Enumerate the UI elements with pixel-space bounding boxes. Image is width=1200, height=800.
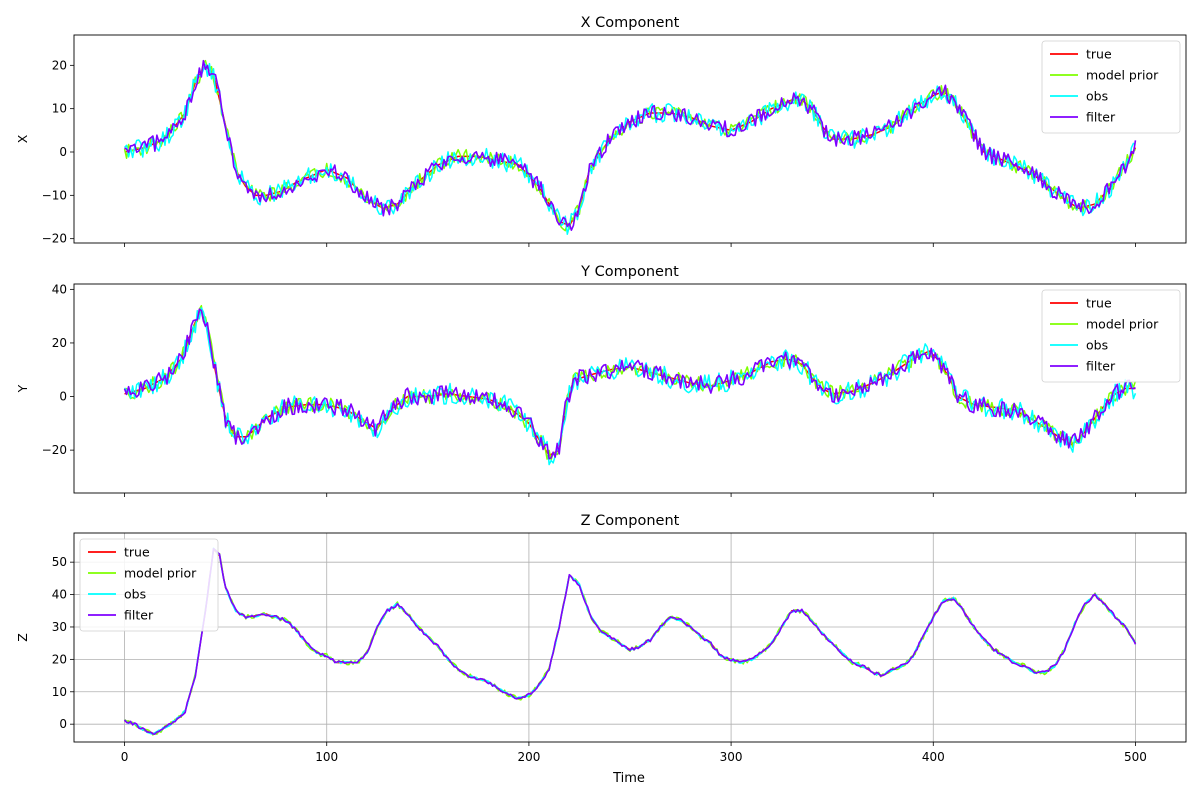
legend-label: obs [124, 587, 146, 602]
series-line-model-prior [124, 304, 1137, 461]
series-line-model-prior [124, 548, 1137, 736]
series-line-true [124, 548, 1137, 735]
legend-frame [1041, 40, 1181, 134]
subplot-title: Z Component [581, 513, 680, 529]
y-tick-label: −10 [42, 188, 67, 202]
series-line-filter [123, 547, 1137, 735]
legend-label: model prior [1086, 317, 1159, 332]
series-line-obs [123, 62, 1136, 235]
subplot-title: X Component [581, 15, 680, 31]
legend-label: true [1086, 47, 1112, 62]
y-tick-label: 30 [52, 620, 67, 634]
legend-label: filter [1086, 110, 1116, 125]
axes-frame [73, 532, 1187, 743]
y-tick-label: 20 [52, 652, 67, 666]
y-tick-label: 50 [52, 555, 67, 569]
series-line-filter [124, 59, 1137, 232]
series-line-obs [123, 307, 1137, 466]
y-tick-label: 0 [59, 390, 67, 404]
legend-label: true [1086, 296, 1112, 311]
subplot-title: Y Component [580, 264, 679, 280]
legend-frame [79, 538, 219, 632]
x-tick-label: 100 [315, 750, 338, 764]
y-tick-label: 10 [52, 102, 67, 116]
y-tick-label: −20 [42, 232, 67, 246]
y-tick-label: 0 [59, 145, 67, 159]
y-tick-label: 20 [52, 58, 67, 72]
x-axis-label: Time [612, 771, 645, 786]
y-tick-label: 20 [52, 336, 67, 350]
y-axis-label: Z [15, 633, 30, 642]
y-tick-label: 10 [52, 685, 67, 699]
y-tick-label: 40 [52, 282, 67, 296]
legend-label: model prior [124, 566, 197, 581]
legend-label: filter [1086, 359, 1116, 374]
y-axis-label: Y [15, 384, 30, 393]
x-tick-label: 200 [517, 750, 540, 764]
y-tick-label: −20 [42, 443, 67, 457]
series-line-filter [123, 308, 1136, 460]
series-group [123, 304, 1137, 466]
legend-label: obs [1086, 89, 1108, 104]
x-tick-label: 400 [922, 750, 945, 764]
x-tick-label: 300 [720, 750, 743, 764]
legend: true model prior obs filter [1041, 40, 1181, 134]
series-group [123, 547, 1137, 736]
axes-frame [73, 34, 1187, 244]
legend-frame [1041, 289, 1181, 383]
legend-label: model prior [1086, 68, 1159, 83]
legend-label: filter [124, 608, 154, 623]
series-group [123, 59, 1137, 235]
x-tick-label: 0 [121, 750, 129, 764]
legend-label: obs [1086, 338, 1108, 353]
series-line-true [124, 307, 1136, 457]
legend-label: true [124, 545, 150, 560]
legend: true model prior obs filter [1041, 289, 1181, 383]
y-tick-label: 0 [59, 717, 67, 731]
x-tick-label: 500 [1124, 750, 1147, 764]
y-tick-label: 40 [52, 588, 67, 602]
legend: true model prior obs filter [79, 538, 219, 632]
y-axis-label: X [15, 134, 30, 143]
series-line-obs [124, 547, 1136, 735]
subplot-3: 0 100 200 300 400 500 0 10 20 30 40 50 Z Component Zt… [15, 513, 1187, 764]
axes-frame [73, 283, 1187, 494]
